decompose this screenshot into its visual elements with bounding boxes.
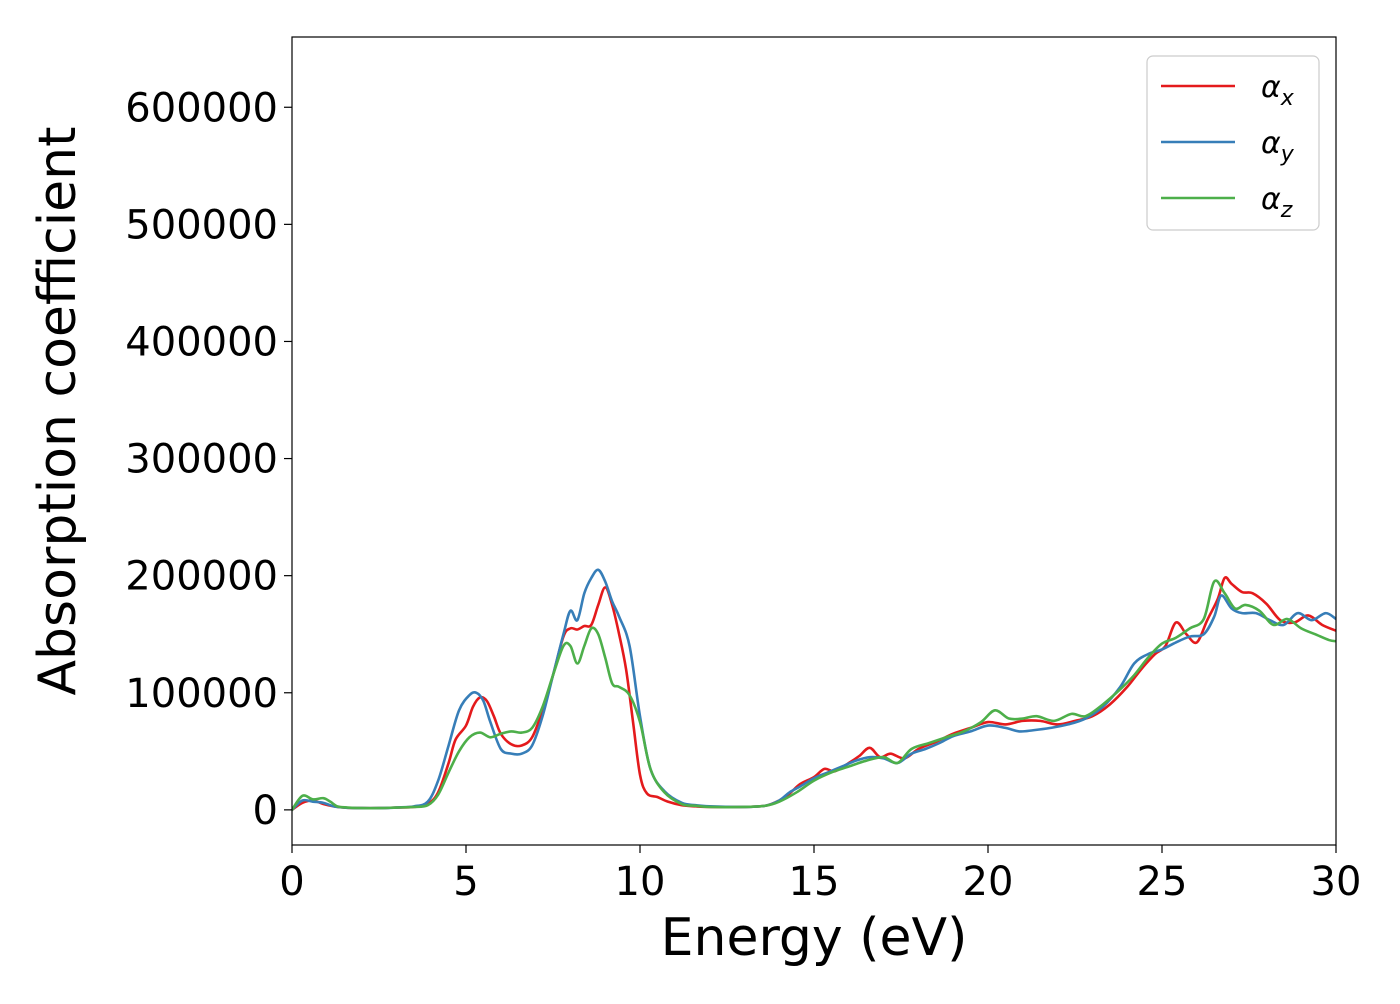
y-tick-label: 400000 <box>125 319 278 365</box>
legend-label-y: αy <box>1261 126 1295 167</box>
legend-label-z: αz <box>1261 182 1293 223</box>
y-axis-title: Absorption coefficient <box>28 126 88 695</box>
x-tick-label: 0 <box>279 859 304 905</box>
x-axis-title: Energy (eV) <box>661 908 968 968</box>
series-layer <box>292 568 1336 812</box>
x-tick-label: 15 <box>789 859 840 905</box>
y-tick-label: 200000 <box>125 554 278 600</box>
y-tick-label: 100000 <box>125 671 278 717</box>
x-tick-label: 25 <box>1137 859 1188 905</box>
x-tick-label: 30 <box>1311 859 1362 905</box>
series-line-z <box>292 579 1336 812</box>
x-axis: 0 5 10 15 20 25 30 <box>279 845 1361 905</box>
x-tick-label: 20 <box>963 859 1014 905</box>
legend: αx αy αz <box>1146 55 1320 231</box>
x-tick-label: 10 <box>615 859 666 905</box>
y-tick-label: 500000 <box>125 202 278 248</box>
legend-label-x: αx <box>1261 70 1295 111</box>
y-axis: 0 100000 200000 300000 400000 500000 600000 <box>125 85 292 834</box>
y-tick-label: 300000 <box>125 437 278 483</box>
y-tick-label: 0 <box>253 788 278 834</box>
y-tick-label: 600000 <box>125 85 278 131</box>
x-tick-label: 5 <box>453 859 478 905</box>
